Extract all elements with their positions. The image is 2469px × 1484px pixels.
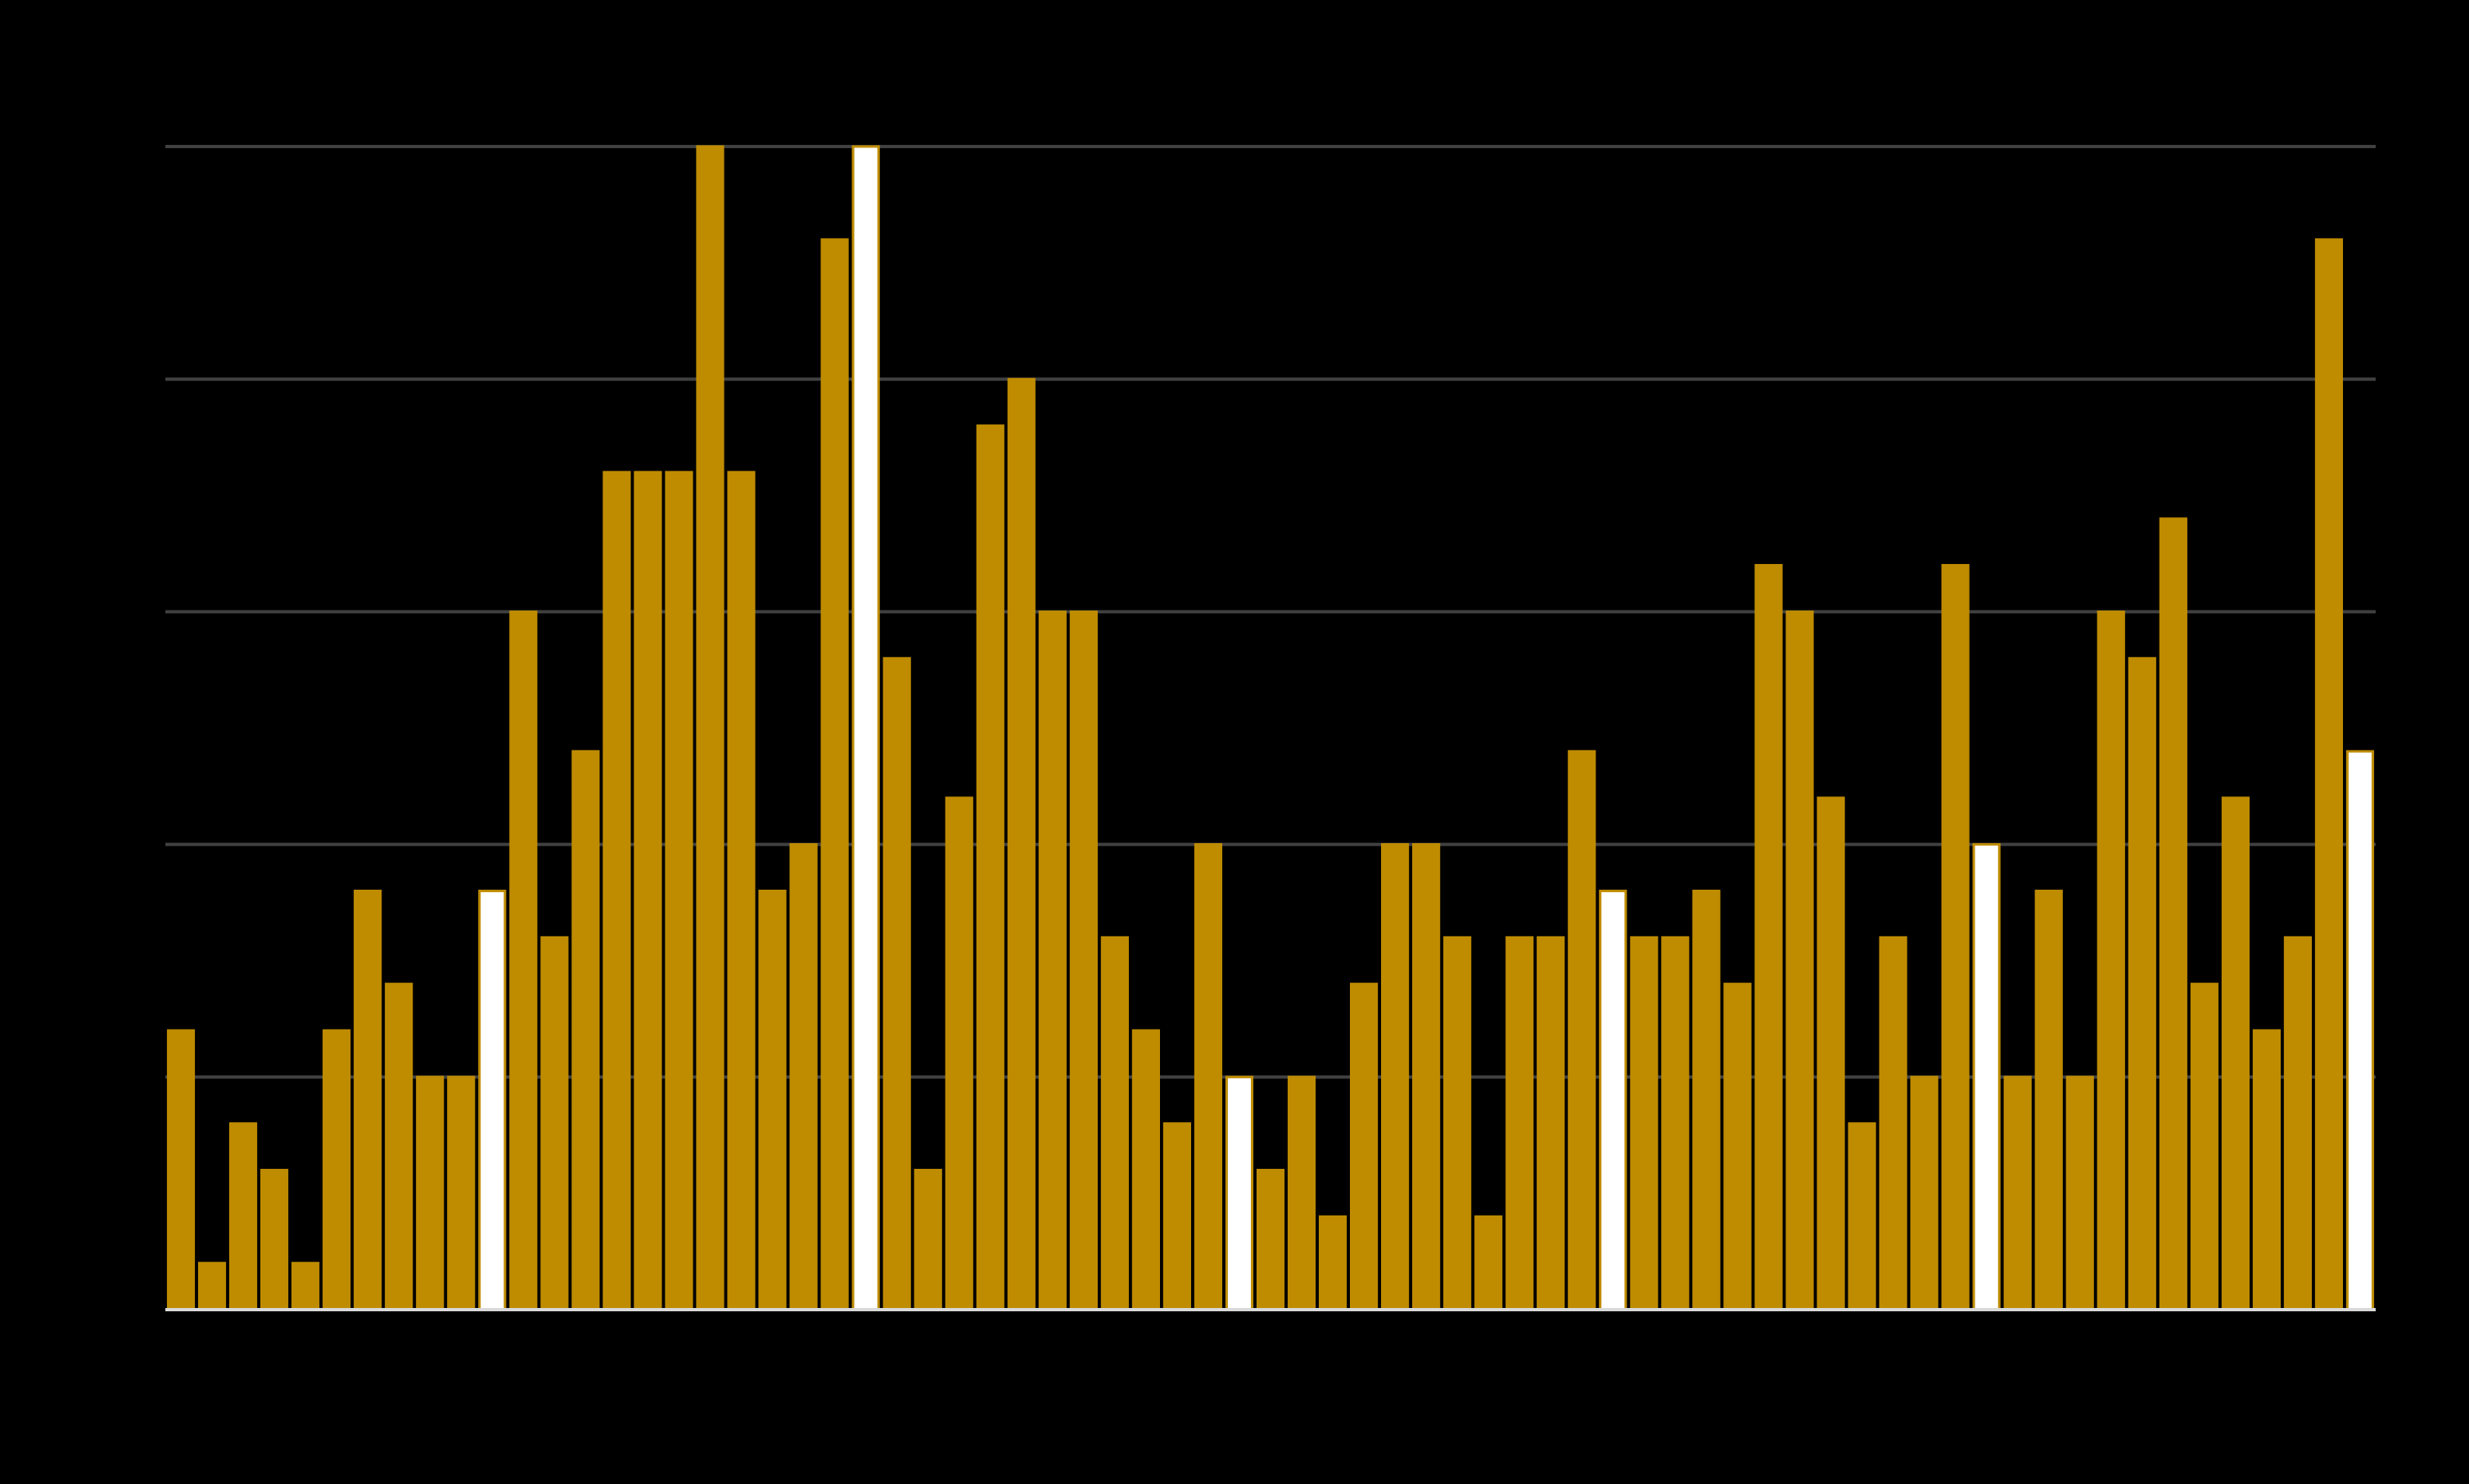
bar [1381,843,1410,1311]
bar [1131,1029,1160,1311]
bar [2283,936,2313,1311]
bar [1412,843,1441,1311]
bar [509,610,538,1311]
bar [2252,1029,2281,1311]
bar [1474,1215,1503,1311]
bar [478,889,507,1311]
bar [1256,1168,1285,1311]
bar [1817,796,1845,1311]
bar [727,471,756,1311]
bar [789,843,818,1311]
bar [1785,610,1814,1311]
bar [2128,656,2156,1311]
bar [2314,238,2344,1311]
bar [2065,1076,2094,1311]
bar [1505,936,1534,1311]
bar [1599,889,1627,1311]
bar [1100,936,1129,1311]
bar [1723,982,1752,1311]
bar [820,238,849,1311]
bar [291,1261,320,1311]
bar [1848,1122,1876,1311]
bar [2190,982,2218,1311]
bar [385,982,413,1311]
bar [1443,936,1472,1311]
bar [851,145,880,1311]
bar [1287,1076,1316,1311]
bar [2003,1076,2032,1311]
bar [914,1168,942,1311]
bar [1069,610,1098,1311]
bar [1537,936,1565,1311]
bar [1162,1122,1192,1311]
bar [2345,750,2375,1311]
bar [1194,843,1223,1311]
bar [2034,889,2063,1311]
bar [603,471,631,1311]
bar [416,1076,445,1311]
bar [447,1076,476,1311]
bar [1972,843,2001,1311]
bar [882,656,911,1311]
bar [571,750,600,1311]
bar [166,1029,196,1311]
bar [260,1168,289,1311]
bar [540,936,569,1311]
bar [1007,377,1036,1311]
bar [634,471,662,1311]
bar [1349,982,1379,1311]
bar [1318,1215,1347,1311]
bar [1754,564,1783,1311]
bar [1630,936,1659,1311]
bar [945,796,973,1311]
bar [758,889,787,1311]
bar [1038,610,1067,1311]
bar [1661,936,1690,1311]
bar [2221,796,2250,1311]
bar [354,889,382,1311]
bar [228,1122,258,1311]
bar [665,471,693,1311]
bar [323,1029,351,1311]
bar [1225,1076,1254,1311]
bar [1879,936,1907,1311]
bar [2159,517,2187,1311]
bar [1910,1076,1939,1311]
bar [1692,889,1721,1311]
bar [696,145,724,1311]
bar [976,424,1004,1311]
bar [1568,750,1596,1311]
bar [197,1261,227,1311]
bar [2097,610,2125,1311]
bar [1941,564,1970,1311]
